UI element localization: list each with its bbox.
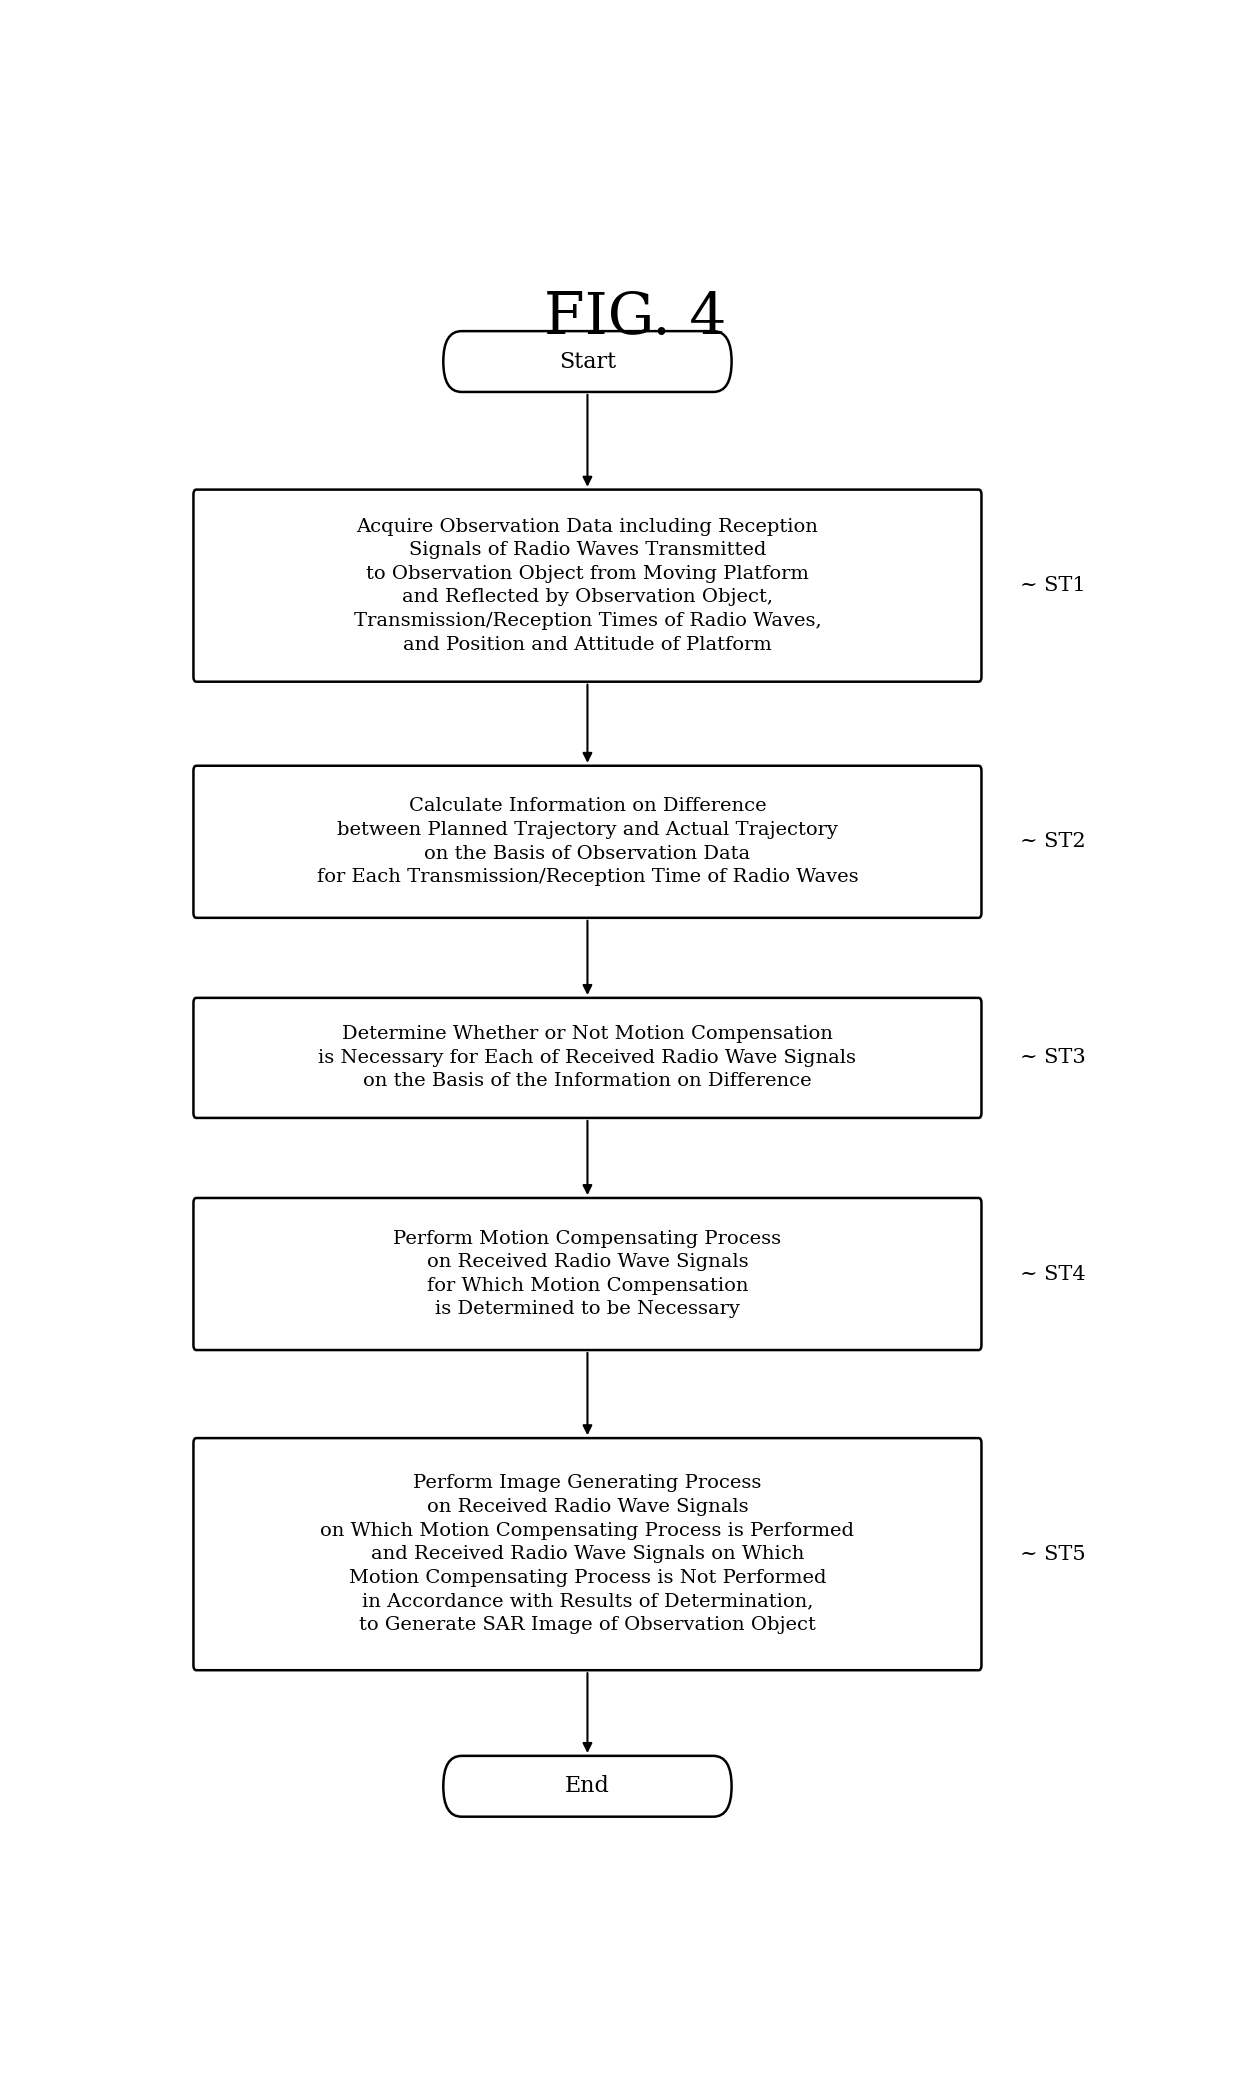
FancyBboxPatch shape bbox=[193, 1198, 982, 1349]
Text: ~ ST5: ~ ST5 bbox=[1019, 1545, 1085, 1563]
FancyBboxPatch shape bbox=[193, 1439, 982, 1669]
Text: Start: Start bbox=[559, 351, 616, 372]
Text: ~ ST4: ~ ST4 bbox=[1019, 1264, 1085, 1283]
Text: ~ ST1: ~ ST1 bbox=[1019, 576, 1086, 595]
Text: ~ ST3: ~ ST3 bbox=[1019, 1048, 1086, 1067]
FancyBboxPatch shape bbox=[444, 331, 732, 393]
Text: ~ ST2: ~ ST2 bbox=[1019, 832, 1085, 850]
Text: Determine Whether or Not Motion Compensation
is Necessary for Each of Received R: Determine Whether or Not Motion Compensa… bbox=[319, 1025, 857, 1091]
FancyBboxPatch shape bbox=[193, 491, 982, 682]
FancyBboxPatch shape bbox=[193, 998, 982, 1119]
Text: Perform Motion Compensating Process
on Received Radio Wave Signals
for Which Mot: Perform Motion Compensating Process on R… bbox=[393, 1229, 781, 1318]
Text: Acquire Observation Data including Reception
Signals of Radio Waves Transmitted
: Acquire Observation Data including Recep… bbox=[353, 518, 821, 653]
Text: End: End bbox=[565, 1775, 610, 1796]
Text: Calculate Information on Difference
between Planned Trajectory and Actual Trajec: Calculate Information on Difference betw… bbox=[316, 798, 858, 886]
FancyBboxPatch shape bbox=[193, 765, 982, 917]
Text: FIG. 4: FIG. 4 bbox=[544, 289, 727, 345]
FancyBboxPatch shape bbox=[444, 1757, 732, 1817]
Text: Perform Image Generating Process
on Received Radio Wave Signals
on Which Motion : Perform Image Generating Process on Rece… bbox=[320, 1474, 854, 1634]
